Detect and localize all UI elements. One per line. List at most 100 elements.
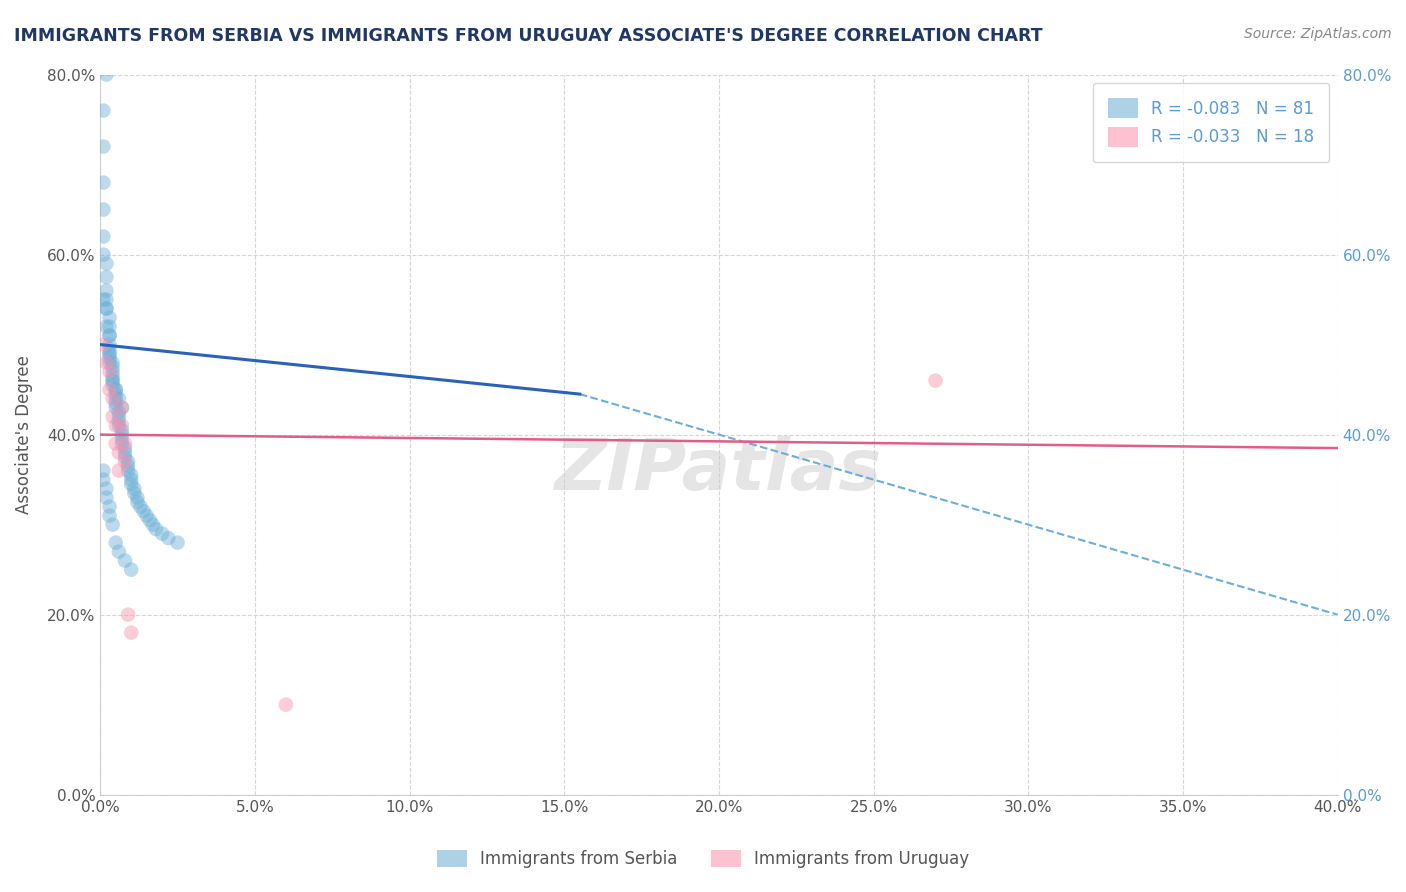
Point (101, 374, 124, 388)
Point (117, 464, 139, 478)
Point (101, 355, 124, 369)
Point (101, 392, 124, 406)
Point (924, 374, 946, 388)
Point (114, 554, 136, 568)
Point (108, 409, 131, 424)
Point (98, 355, 121, 369)
Point (111, 418, 134, 433)
Point (135, 508, 157, 523)
Point (142, 517, 165, 532)
Point (98, 500, 121, 514)
Point (127, 495, 149, 509)
Point (124, 486, 146, 500)
Y-axis label: Associate's Degree: Associate's Degree (15, 355, 32, 514)
Point (108, 445, 131, 459)
Point (157, 531, 180, 545)
Point (129, 500, 152, 514)
Point (104, 436, 127, 450)
Point (104, 383, 127, 397)
Text: IMMIGRANTS FROM SERBIA VS IMMIGRANTS FROM URUGUAY ASSOCIATE'S DEGREE CORRELATION: IMMIGRANTS FROM SERBIA VS IMMIGRANTS FRO… (14, 27, 1043, 45)
Point (104, 535, 127, 549)
Point (93, 139, 115, 153)
Point (101, 360, 124, 375)
Point (96, 270, 118, 285)
Point (117, 459, 139, 474)
Point (120, 468, 142, 483)
Point (150, 526, 173, 541)
Point (101, 409, 124, 424)
Point (108, 418, 131, 433)
Point (127, 491, 149, 505)
Point (98, 508, 121, 523)
Point (101, 374, 124, 388)
Point (96, 301, 118, 316)
Point (101, 369, 124, 384)
Point (111, 427, 134, 442)
Point (114, 455, 136, 469)
Point (104, 401, 127, 415)
Point (117, 607, 139, 622)
Point (114, 436, 136, 450)
Point (93, 176, 115, 190)
Point (93, 202, 115, 217)
Text: Source: ZipAtlas.com: Source: ZipAtlas.com (1244, 27, 1392, 41)
Point (114, 450, 136, 464)
Point (96, 482, 118, 496)
Point (96, 319, 118, 334)
Point (96, 301, 118, 316)
Point (93, 473, 115, 487)
Point (101, 517, 124, 532)
Legend: Immigrants from Serbia, Immigrants from Uruguay: Immigrants from Serbia, Immigrants from … (430, 843, 976, 875)
Point (98, 383, 121, 397)
Point (93, 337, 115, 351)
Point (104, 396, 127, 410)
Point (93, 464, 115, 478)
Point (111, 436, 134, 450)
Point (132, 504, 155, 518)
Point (111, 423, 134, 437)
Point (98, 310, 121, 325)
Point (114, 445, 136, 459)
Text: ZIPatlas: ZIPatlas (555, 436, 883, 505)
Point (101, 378, 124, 392)
Point (96, 256, 118, 270)
Point (108, 464, 131, 478)
Point (96, 293, 118, 307)
Point (139, 513, 162, 527)
Point (111, 401, 134, 415)
Point (96, 491, 118, 505)
Point (98, 351, 121, 365)
Point (120, 477, 142, 491)
Point (93, 293, 115, 307)
Point (120, 473, 142, 487)
Point (120, 625, 142, 640)
Point (93, 247, 115, 261)
Legend: R = -0.083   N = 81, R = -0.033   N = 18: R = -0.083 N = 81, R = -0.033 N = 18 (1092, 83, 1329, 161)
Point (145, 522, 167, 536)
Point (98, 342, 121, 356)
Point (98, 365, 121, 379)
Point (104, 418, 127, 433)
Point (96, 68, 118, 82)
Point (274, 698, 297, 712)
Point (98, 346, 121, 360)
Point (166, 535, 188, 549)
Point (93, 103, 115, 118)
Point (104, 392, 127, 406)
Point (117, 455, 139, 469)
Point (108, 392, 131, 406)
Point (98, 328, 121, 343)
Point (98, 337, 121, 351)
Point (101, 365, 124, 379)
Point (108, 405, 131, 419)
Point (124, 482, 146, 496)
Point (98, 319, 121, 334)
Point (93, 229, 115, 244)
Point (96, 284, 118, 298)
Point (98, 328, 121, 343)
Point (96, 355, 118, 369)
Point (108, 544, 131, 558)
Point (98, 346, 121, 360)
Point (108, 414, 131, 428)
Point (104, 387, 127, 401)
